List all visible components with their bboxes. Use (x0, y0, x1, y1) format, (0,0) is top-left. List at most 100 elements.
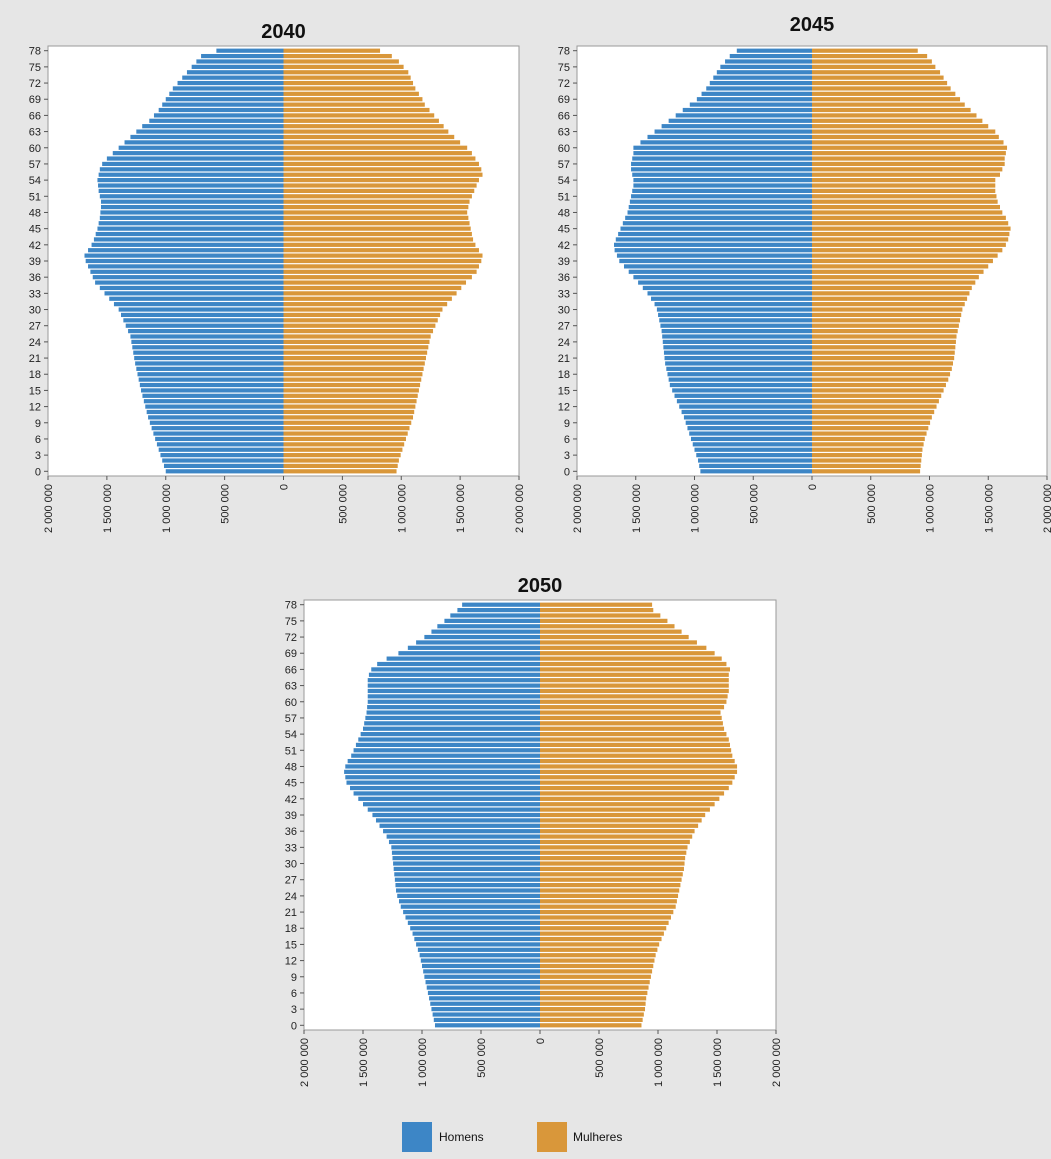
age-tick-label: 33 (558, 288, 570, 300)
bar-male-age-53 (633, 183, 812, 188)
bar-female-age-33 (812, 291, 970, 296)
bar-male-age-67 (377, 661, 540, 667)
bar-male-age-22 (133, 350, 284, 355)
age-tick-label: 33 (29, 288, 41, 300)
bar-female-age-40 (812, 253, 998, 258)
age-tick-label: 57 (558, 159, 570, 171)
bar-female-age-23 (812, 345, 956, 350)
age-tick-label: 75 (558, 62, 570, 74)
bar-female-age-70 (540, 645, 707, 650)
bar-female-age-8 (283, 426, 410, 431)
bar-female-age-30 (812, 307, 963, 312)
bar-female-age-77 (812, 53, 928, 59)
bar-female-age-48 (812, 210, 1003, 215)
bar-female-age-52 (540, 742, 730, 748)
bar-female-age-25 (812, 334, 957, 339)
bar-male-age-9 (685, 420, 812, 425)
bar-female-age-39 (283, 258, 482, 264)
bar-male-age-27 (394, 877, 540, 882)
bar-male-age-18 (667, 372, 812, 377)
bar-male-age-64 (661, 124, 812, 129)
bar-male-age-50 (351, 753, 540, 758)
bar-male-age-6 (690, 436, 812, 442)
age-tick-label: 0 (291, 1020, 297, 1032)
bar-male-age-35 (638, 280, 812, 285)
bar-female-age-76 (283, 59, 399, 64)
bar-male-age-68 (386, 656, 540, 661)
age-tick-label: 51 (29, 191, 41, 203)
legend: Homens Mulheres (402, 1122, 622, 1152)
bar-female-age-9 (540, 974, 651, 979)
bar-female-age-4 (283, 447, 403, 452)
bar-male-age-51 (353, 748, 540, 753)
bar-male-age-77 (457, 607, 540, 613)
bar-male-age-30 (393, 861, 540, 866)
bar-male-age-21 (403, 909, 540, 915)
bar-female-age-2 (283, 458, 399, 463)
age-tick-label: 9 (35, 418, 41, 430)
bar-male-age-55 (363, 726, 540, 731)
age-tick-label: 3 (35, 450, 41, 462)
bar-male-age-12 (145, 404, 284, 409)
bar-female-age-20 (812, 361, 953, 366)
bar-female-age-76 (812, 59, 932, 64)
pyramid-panel-2050: 2050036912151821242730333639424548515457… (285, 575, 783, 1087)
bar-male-age-74 (437, 624, 540, 629)
bar-female-age-41 (812, 248, 1003, 253)
bar-female-age-61 (812, 140, 1004, 145)
x-tick-label: 1 000 000 (396, 484, 408, 533)
bar-female-age-43 (540, 791, 725, 796)
bar-male-age-34 (99, 285, 284, 291)
age-tick-label: 12 (285, 956, 297, 968)
x-tick-label: 500 000 (594, 1038, 606, 1078)
bar-female-age-9 (283, 420, 412, 425)
bar-male-age-65 (368, 672, 540, 677)
bar-male-age-16 (139, 382, 284, 388)
age-tick-label: 45 (558, 224, 570, 236)
bar-male-age-2 (162, 458, 284, 463)
bar-female-age-31 (540, 856, 686, 861)
bar-female-age-56 (283, 167, 482, 172)
bar-female-age-29 (283, 312, 441, 318)
age-tick-label: 72 (558, 78, 570, 90)
bar-male-age-14 (674, 393, 812, 398)
bar-female-age-21 (812, 355, 955, 361)
bar-female-age-11 (283, 409, 415, 415)
bar-male-age-69 (696, 97, 812, 102)
bar-male-age-76 (196, 59, 284, 64)
age-tick-label: 33 (285, 842, 297, 854)
bar-male-age-45 (97, 226, 284, 231)
age-tick-label: 36 (285, 826, 297, 838)
bar-female-age-12 (283, 404, 416, 409)
bar-female-age-55 (540, 726, 725, 731)
bar-male-age-32 (109, 296, 284, 301)
bar-female-age-35 (283, 280, 467, 285)
x-tick-label: 500 000 (748, 484, 760, 524)
bar-female-age-66 (283, 113, 435, 118)
bar-male-age-6 (155, 436, 284, 442)
bar-female-age-54 (812, 178, 996, 183)
bar-male-age-54 (360, 732, 540, 737)
bar-female-age-59 (812, 151, 1006, 156)
bar-male-age-38 (624, 264, 812, 269)
x-tick-label: 1 000 000 (925, 484, 937, 533)
bar-female-age-44 (812, 231, 1010, 237)
bar-female-age-26 (812, 328, 958, 334)
bar-male-age-67 (682, 107, 812, 113)
bar-female-age-21 (540, 909, 674, 915)
bar-male-age-22 (400, 904, 540, 909)
bar-male-age-57 (365, 715, 540, 721)
age-tick-label: 66 (558, 110, 570, 122)
bar-female-age-27 (540, 877, 682, 882)
bar-female-age-25 (540, 888, 680, 893)
bar-male-age-37 (628, 269, 812, 274)
bar-female-age-14 (812, 393, 942, 398)
bar-male-age-72 (424, 634, 540, 640)
bar-male-age-60 (633, 145, 812, 150)
bar-male-age-0 (165, 469, 284, 474)
bar-female-age-7 (812, 431, 927, 436)
bar-male-age-54 (633, 178, 812, 183)
bar-male-age-9 (424, 974, 540, 979)
bar-male-age-70 (701, 91, 812, 96)
